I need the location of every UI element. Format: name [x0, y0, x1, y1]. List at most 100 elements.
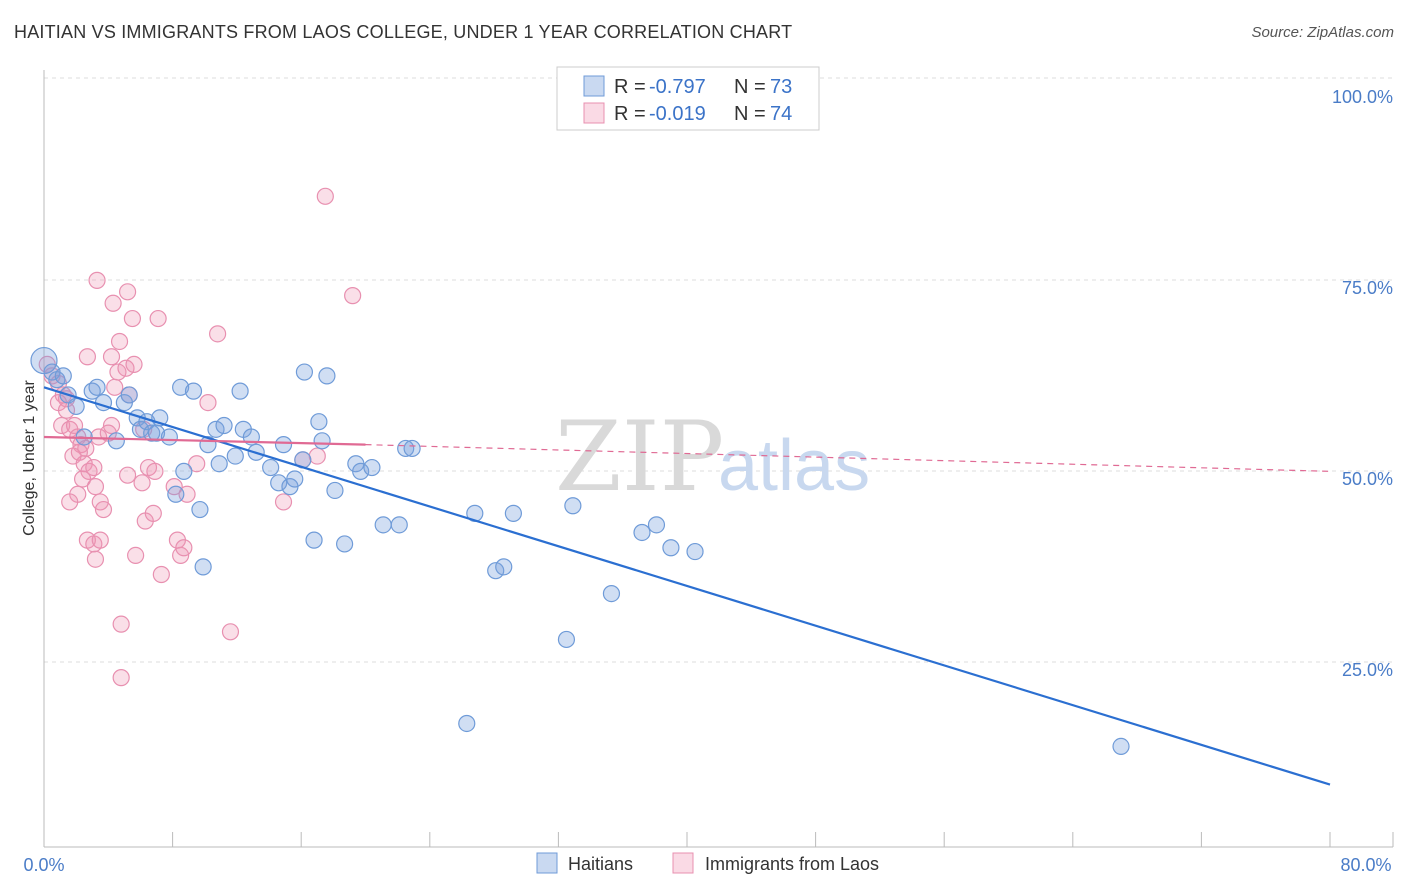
- legend-n-label-2: N =: [734, 103, 766, 125]
- legend-r-value-2: -0.019: [649, 103, 706, 125]
- haitians-point: [363, 458, 381, 477]
- legend-r-label-2: R =: [614, 103, 646, 125]
- laos-point: [78, 348, 97, 366]
- legend-box: [556, 66, 820, 131]
- haitians-point: [231, 382, 249, 400]
- laos-point: [175, 539, 193, 557]
- laos-point: [133, 474, 151, 492]
- y-tick-label: 75.0%: [1342, 278, 1393, 298]
- laos-point: [112, 669, 130, 687]
- legend-swatch-haitians: [583, 75, 605, 97]
- haitians-point: [160, 428, 178, 446]
- laos-point: [61, 493, 79, 511]
- haitians-point: [686, 542, 704, 561]
- laos-point: [149, 309, 167, 328]
- laos-point: [106, 378, 124, 396]
- haitians-point: [215, 416, 233, 435]
- laos-point: [118, 283, 137, 301]
- laos-point: [117, 359, 135, 377]
- watermark-zip: ZIP: [555, 401, 724, 513]
- laos-point: [91, 531, 109, 549]
- bottom-legend-swatch-haitians: [536, 852, 558, 874]
- bottom-legend-label-haitians: Haitians: [568, 854, 633, 874]
- laos-point: [86, 550, 105, 568]
- haitians-point: [207, 420, 225, 438]
- haitians-point: [210, 455, 228, 473]
- laos-point: [104, 294, 122, 312]
- laos-point: [118, 466, 137, 484]
- bottom-legend-swatch-laos: [672, 852, 694, 874]
- laos-point: [73, 470, 92, 488]
- laos-point: [86, 478, 105, 496]
- haitians-point: [274, 436, 293, 454]
- axes: [43, 70, 1393, 848]
- haitians-trend-line: [43, 386, 1331, 786]
- y-tick-labels: 100.0% 75.0% 50.0% 25.0%: [1332, 87, 1393, 680]
- laos-point: [146, 462, 164, 480]
- haitians-point: [54, 367, 72, 385]
- haitians-point: [487, 562, 505, 580]
- bottom-legend: Haitians Immigrants from Laos: [536, 852, 879, 874]
- haitians-point: [495, 558, 513, 576]
- laos-point: [144, 504, 162, 522]
- y-tick-label: 25.0%: [1342, 660, 1393, 680]
- laos-point: [53, 416, 71, 435]
- watermark-atlas: atlas: [718, 426, 870, 506]
- haitians-point: [305, 531, 323, 549]
- haitians-point: [175, 462, 193, 480]
- haitians-point: [662, 539, 680, 557]
- chart-title: HAITIAN VS IMMIGRANTS FROM LAOS COLLEGE,…: [14, 22, 793, 42]
- laos-point: [308, 447, 326, 465]
- haitians-point: [167, 485, 185, 503]
- laos-point: [209, 325, 227, 343]
- haitians-point: [326, 481, 344, 500]
- haitians-point: [226, 447, 244, 465]
- grid-lines: [44, 77, 1393, 663]
- laos-point: [127, 546, 145, 565]
- y-tick-label: 50.0%: [1342, 469, 1393, 489]
- haitians-point: [194, 558, 212, 576]
- bottom-legend-label-laos: Immigrants from Laos: [705, 854, 879, 874]
- haitians-point: [397, 439, 415, 458]
- haitians-point: [352, 462, 370, 480]
- haitians-point: [107, 432, 125, 450]
- haitians-point: [1112, 737, 1130, 756]
- laos-point: [188, 455, 206, 473]
- laos-point: [221, 623, 240, 641]
- haitians-point: [310, 413, 328, 431]
- haitians-point: [602, 584, 621, 603]
- legend-swatch-laos: [583, 102, 605, 124]
- laos-point: [274, 493, 293, 511]
- x-tick-label-max: 80.0%: [1340, 855, 1391, 875]
- haitians-point: [262, 458, 280, 477]
- haitians-point: [374, 516, 392, 534]
- trend-lines: [43, 386, 1331, 786]
- haitians-point: [557, 630, 576, 649]
- laos-point: [316, 187, 334, 205]
- haitians-point: [647, 516, 666, 534]
- haitians-point: [191, 500, 209, 519]
- laos-point: [85, 458, 103, 477]
- laos-trend-line-dashed: [365, 444, 1331, 472]
- haitians-point: [88, 378, 106, 396]
- haitians-point: [390, 516, 408, 534]
- haitians-point: [286, 470, 304, 488]
- laos-point: [90, 428, 108, 446]
- laos-point: [110, 332, 129, 351]
- haitians-point: [270, 474, 288, 492]
- x-tick-label-min: 0.0%: [23, 855, 64, 875]
- legend-r-label-1: R =: [614, 76, 646, 98]
- laos-point: [112, 615, 130, 633]
- legend: R = -0.797 N = 73 R = -0.019 N = 74: [556, 66, 820, 131]
- y-axis-label: College, Under 1 year: [21, 380, 38, 536]
- haitians-point: [172, 378, 190, 396]
- laos-point: [94, 500, 113, 519]
- x-ticks: [43, 832, 1394, 847]
- laos-point: [88, 271, 106, 289]
- laos-trend-line-solid: [43, 435, 366, 446]
- laos-point: [199, 394, 217, 412]
- haitians-point: [184, 382, 203, 400]
- legend-n-label-1: N =: [734, 76, 766, 98]
- legend-n-value-2: 74: [770, 103, 792, 125]
